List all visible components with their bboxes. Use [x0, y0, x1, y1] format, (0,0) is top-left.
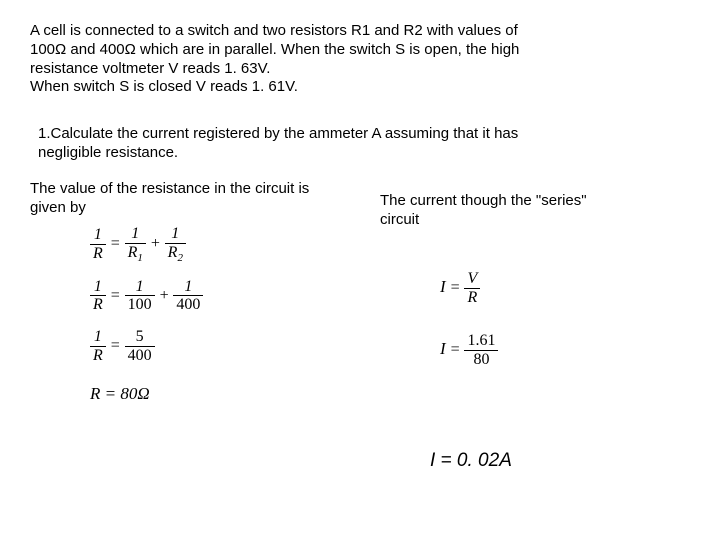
left-intro-1: The value of the resistance in the circu… [30, 180, 350, 199]
eq-parallel-simplified: 1R = 5400 [90, 328, 203, 364]
problem-line-4: When switch S is closed V reads 1. 61V. [30, 78, 519, 97]
right-intro-2: circuit [380, 211, 640, 230]
left-intro-2: given by [30, 199, 350, 218]
right-intro-1: The current though the "series" [380, 192, 640, 211]
eq-parallel-numeric: 1R = 1100 + 1400 [90, 278, 203, 314]
left-intro: The value of the resistance in the circu… [30, 180, 350, 218]
eq-current-symbolic: I = VR [440, 270, 498, 306]
right-intro: The current though the "series" circuit [380, 192, 640, 230]
eq-resistance-result: R = 80Ω [90, 384, 203, 404]
final-answer: I = 0. 02A [430, 450, 512, 472]
left-equations: 1R = 1R1 + 1R2 1R = 1100 + 1400 1R = 540… [90, 225, 203, 418]
problem-line-1: A cell is connected to a switch and two … [30, 22, 519, 41]
question-1: 1.Calculate the current registered by th… [38, 125, 518, 163]
problem-statement: A cell is connected to a switch and two … [30, 22, 519, 97]
eq-parallel-symbolic: 1R = 1R1 + 1R2 [90, 225, 203, 264]
problem-line-3: resistance voltmeter V reads 1. 63V. [30, 60, 519, 79]
question-line-2: negligible resistance. [38, 144, 518, 163]
right-equations: I = VR I = 1.6180 [440, 270, 498, 382]
question-line-1: 1.Calculate the current registered by th… [38, 125, 518, 144]
eq-current-numeric: I = 1.6180 [440, 332, 498, 368]
problem-line-2: 100Ω and 400Ω which are in parallel. Whe… [30, 41, 519, 60]
